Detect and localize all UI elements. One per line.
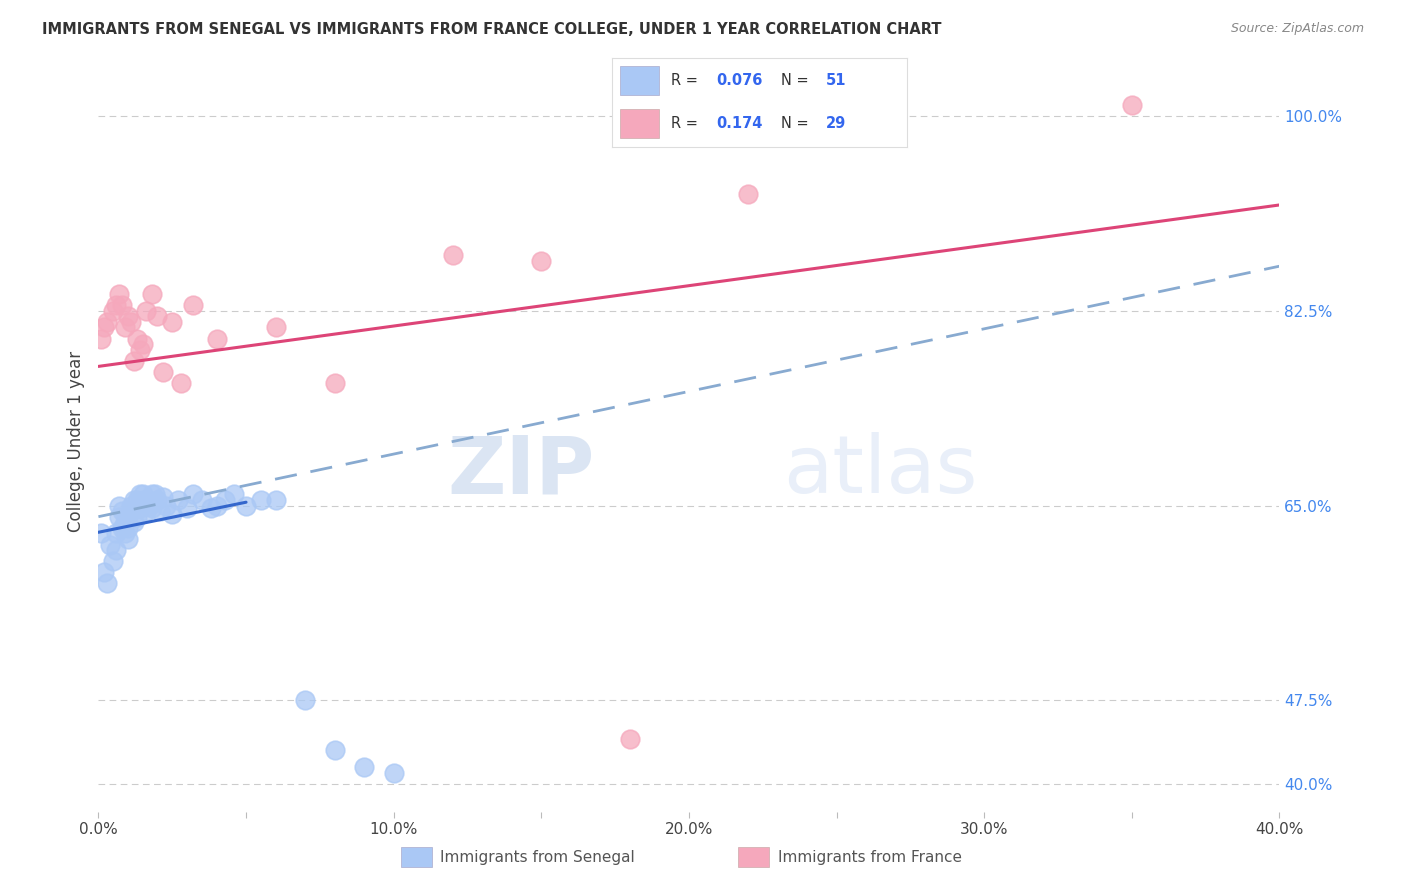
Text: N =: N = [782, 73, 814, 88]
Point [205, 499, 228, 513]
Bar [620, 66, 659, 95]
Point [181, 298, 204, 312]
Point [619, 732, 641, 747]
Point [114, 515, 136, 529]
Point [90, 526, 112, 541]
Point [114, 526, 136, 541]
Point [125, 493, 148, 508]
Text: R =: R = [671, 73, 702, 88]
Point [143, 487, 166, 501]
Point [191, 493, 214, 508]
Point [132, 337, 155, 351]
Point [122, 354, 145, 368]
Point [105, 298, 128, 312]
Text: Immigrants from Senegal: Immigrants from Senegal [440, 850, 636, 864]
Point [737, 186, 759, 201]
Point [103, 303, 125, 318]
Point [114, 320, 136, 334]
Point [108, 499, 131, 513]
Point [108, 287, 131, 301]
Point [200, 500, 222, 515]
Point [98, 537, 121, 551]
Text: ZIP: ZIP [447, 432, 595, 510]
Point [93, 566, 115, 580]
Point [128, 343, 150, 357]
Point [122, 515, 145, 529]
Point [264, 493, 287, 508]
Point [96, 576, 118, 591]
Point [103, 554, 125, 568]
Point [224, 487, 246, 501]
Text: Immigrants from France: Immigrants from France [778, 850, 962, 864]
Point [162, 315, 183, 329]
Point [530, 253, 553, 268]
Text: IMMIGRANTS FROM SENEGAL VS IMMIGRANTS FROM FRANCE COLLEGE, UNDER 1 YEAR CORRELAT: IMMIGRANTS FROM SENEGAL VS IMMIGRANTS FR… [42, 22, 942, 37]
Point [146, 310, 169, 324]
Point [120, 315, 142, 329]
Point [141, 500, 163, 515]
Point [128, 500, 150, 515]
Point [108, 509, 131, 524]
Point [138, 499, 160, 513]
Point [141, 487, 163, 501]
Point [120, 499, 142, 513]
Point [132, 487, 155, 501]
Point [128, 487, 150, 501]
Point [382, 765, 405, 780]
Point [111, 298, 134, 312]
Point [120, 504, 142, 518]
Point [205, 332, 228, 346]
Y-axis label: College, Under 1 year: College, Under 1 year [66, 351, 84, 533]
Text: 0.174: 0.174 [717, 116, 763, 131]
Point [117, 310, 139, 324]
Point [111, 521, 134, 535]
Text: atlas: atlas [783, 432, 977, 510]
Point [170, 376, 193, 390]
Point [122, 493, 145, 508]
Point [235, 499, 257, 513]
Point [141, 287, 163, 301]
Point [264, 320, 287, 334]
Point [152, 490, 174, 504]
Point [125, 332, 148, 346]
Point [132, 493, 155, 508]
Point [117, 509, 139, 524]
Text: Source: ZipAtlas.com: Source: ZipAtlas.com [1230, 22, 1364, 36]
Point [117, 521, 139, 535]
Point [105, 526, 128, 541]
Point [1121, 97, 1143, 112]
Point [162, 508, 183, 522]
Point [181, 487, 204, 501]
Point [90, 332, 112, 346]
Point [353, 760, 375, 774]
Point [152, 365, 174, 379]
Point [323, 743, 346, 757]
Point [294, 693, 316, 707]
Point [149, 504, 172, 518]
Text: N =: N = [782, 116, 814, 131]
Point [146, 493, 169, 508]
Point [111, 504, 134, 518]
Text: 29: 29 [825, 116, 846, 131]
Text: 51: 51 [825, 73, 846, 88]
Point [93, 320, 115, 334]
Point [135, 504, 157, 518]
Point [323, 376, 346, 390]
Bar [620, 109, 659, 138]
Point [105, 543, 128, 558]
Point [117, 532, 139, 546]
Point [135, 303, 157, 318]
Point [167, 493, 190, 508]
Text: R =: R = [671, 116, 702, 131]
Point [155, 499, 177, 513]
Text: 0.076: 0.076 [717, 73, 763, 88]
Point [441, 248, 464, 262]
Point [214, 493, 236, 508]
Point [125, 509, 148, 524]
Point [176, 500, 198, 515]
Point [96, 315, 118, 329]
Point [250, 493, 273, 508]
